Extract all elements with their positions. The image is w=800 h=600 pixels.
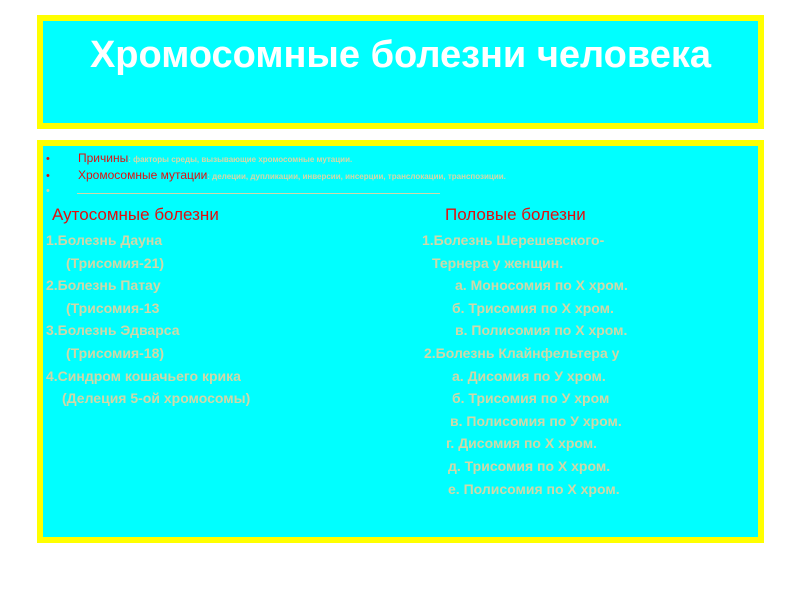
bullet-text: : факторы среды, вызывающие хромосомные … <box>128 155 353 164</box>
right-list-item: Тернера у женщин. <box>432 254 564 271</box>
right-list-item: в. Полисомия по У хром. <box>450 412 622 429</box>
right-list-item: в. Полисомия по X хром. <box>455 322 628 339</box>
right-list-item: б. Трисомия по X хром. <box>452 299 614 316</box>
divider-line <box>77 193 440 194</box>
title-box: Хромосомные болезни человека <box>37 15 764 129</box>
left-heading: Аутосомные болезни <box>52 205 219 224</box>
bullet-empty: • <box>46 185 50 197</box>
right-list-item: а. Дисомия по У хром. <box>452 367 606 384</box>
right-list-item: е. Полисомия по X хром. <box>448 480 620 497</box>
left-list-item: 3.Болезнь Эдварса <box>46 322 180 339</box>
right-list-item: г. Дисомия по X хром. <box>446 435 598 452</box>
right-list-item: 1.Болезнь Шерешевского- <box>422 232 605 248</box>
left-list-item: (Делеция 5-ой хромосомы) <box>62 390 251 407</box>
bullet-causes: • Причины: факторы среды, вызывающие хром… <box>46 151 353 165</box>
right-list-item: б. Трисомия по У хром <box>452 390 610 407</box>
left-list-item: 4.Синдром кошачьего крика <box>46 367 241 384</box>
left-list-item: 2.Болезнь Патау <box>46 277 161 294</box>
left-list-item: (Трисомия-21) <box>66 254 165 271</box>
bullet-mutations: • Хромосомные мутации: делеции, дупликаци… <box>46 168 506 182</box>
bullet-label: Причины <box>78 151 129 165</box>
bullet-text: : делеции, дупликации, инверсии, инсерци… <box>207 172 506 181</box>
content-box <box>37 140 764 543</box>
left-list-item: (Трисомия-18) <box>66 345 165 361</box>
bullet-label: Хромосомные мутации <box>78 168 208 182</box>
slide-title: Хромосомные болезни человека <box>89 34 712 76</box>
right-heading: Половые болезни <box>445 205 586 224</box>
right-list-item: д. Трисомия по X хром. <box>448 458 611 474</box>
left-list-item: 1.Болезнь Дауна <box>46 232 163 248</box>
right-list-item: 2.Болезнь Клайнфельтера у <box>424 345 620 361</box>
left-list-item: (Трисомия-13 <box>66 299 160 316</box>
right-list-item: а. Моносомия по X хром. <box>455 277 628 294</box>
